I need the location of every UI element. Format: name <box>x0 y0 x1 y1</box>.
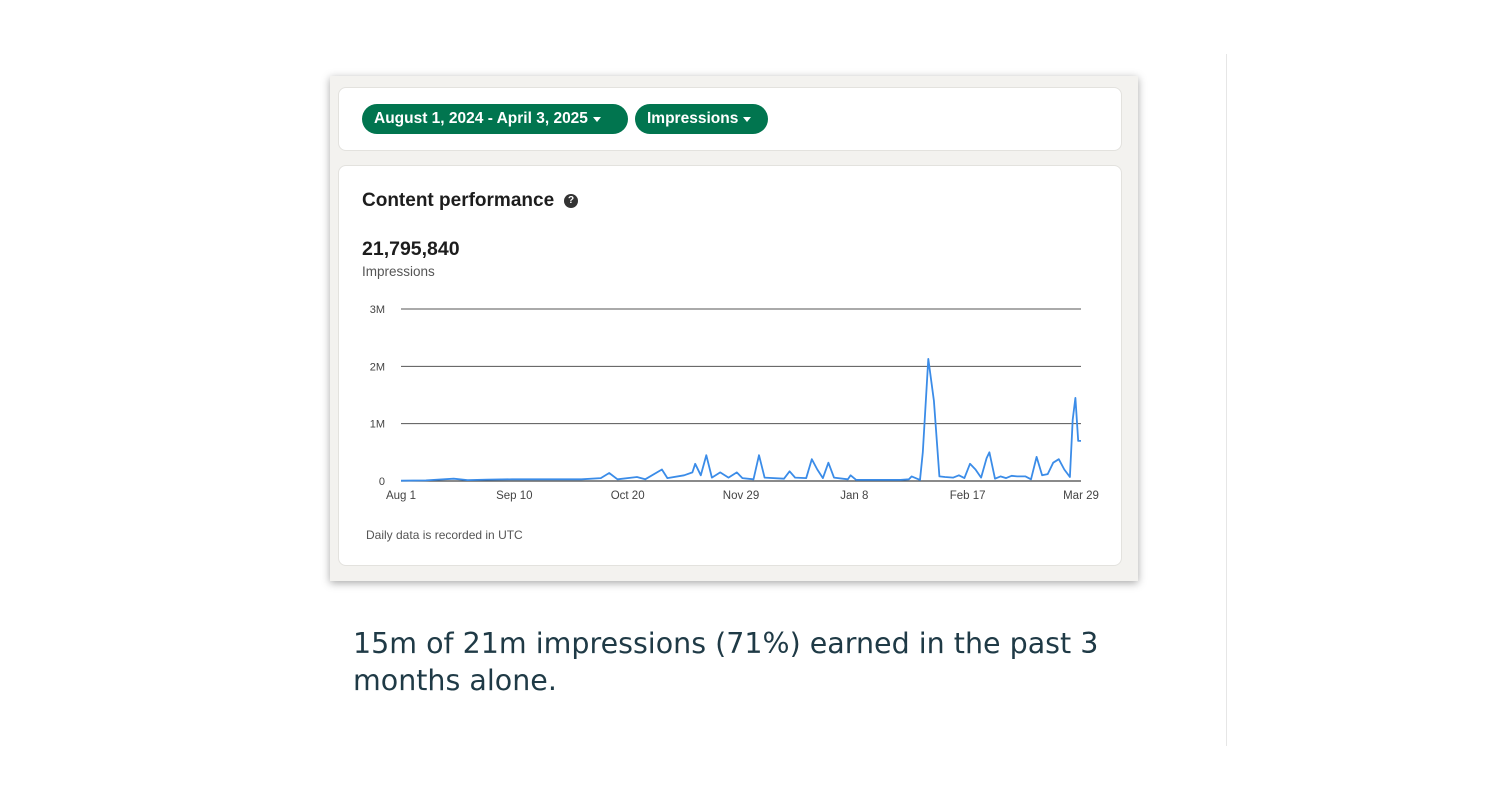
page-divider <box>1226 54 1227 746</box>
total-impressions-value: 21,795,840 <box>362 238 460 260</box>
help-icon[interactable]: ? <box>564 194 578 208</box>
impressions-series-line <box>400 358 1081 482</box>
x-tick-label: Mar 29 <box>1063 490 1099 502</box>
y-tick-label: 0 <box>379 476 385 488</box>
caret-down-icon <box>743 116 752 122</box>
x-tick-label: Nov 29 <box>723 490 759 502</box>
caret-down-icon <box>592 116 601 122</box>
x-tick-label: Jan 8 <box>840 490 868 502</box>
y-tick-label: 1M <box>370 419 385 431</box>
metric-dropdown[interactable]: Impressions <box>635 104 768 134</box>
total-impressions-label: Impressions <box>362 264 435 279</box>
date-range-dropdown[interactable]: August 1, 2024 - April 3, 2025 <box>362 104 628 134</box>
x-tick-label: Feb 17 <box>950 490 986 502</box>
date-range-label: August 1, 2024 - April 3, 2025 <box>374 110 588 127</box>
filter-bar: August 1, 2024 - April 3, 2025 Impressio… <box>338 87 1122 151</box>
card-title: Content performance <box>362 190 555 211</box>
x-tick-label: Aug 1 <box>386 490 416 502</box>
metric-label: Impressions <box>647 110 739 127</box>
x-tick-label: Oct 20 <box>611 490 645 502</box>
utc-footnote: Daily data is recorded in UTC <box>366 528 523 542</box>
analytics-screenshot: August 1, 2024 - April 3, 2025 Impressio… <box>330 76 1138 581</box>
caption-text: 15m of 21m impressions (71%) earned in t… <box>353 627 1099 697</box>
y-tick-label: 3M <box>370 304 385 316</box>
content-performance-card: Content performance ? 21,795,840 Impress… <box>338 165 1122 566</box>
y-tick-label: 2M <box>370 361 385 373</box>
x-tick-label: Sep 10 <box>496 490 532 502</box>
impressions-line-chart: 0 1M 2M 3M Aug 1 Sep 10 Oct 20 Nov 29 Jan 8 Feb 1… <box>370 304 1099 502</box>
